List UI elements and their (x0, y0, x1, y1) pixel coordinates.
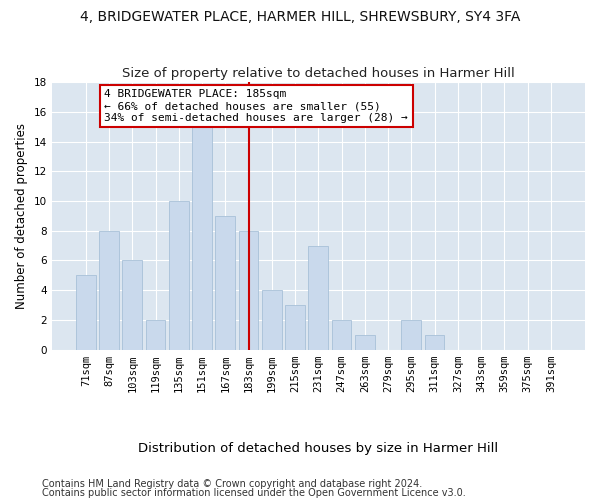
Text: Contains public sector information licensed under the Open Government Licence v3: Contains public sector information licen… (42, 488, 466, 498)
Bar (192, 126, 212, 350)
Bar (262, 290, 282, 350)
Bar (215, 216, 235, 350)
Bar (76, 276, 95, 349)
Bar (332, 320, 352, 350)
Bar (122, 260, 142, 350)
Text: 4 BRIDGEWATER PLACE: 185sqm
← 66% of detached houses are smaller (55)
34% of sem: 4 BRIDGEWATER PLACE: 185sqm ← 66% of det… (104, 90, 408, 122)
Bar (239, 230, 259, 350)
Bar (99, 230, 119, 350)
Bar (401, 320, 421, 350)
Title: Size of property relative to detached houses in Harmer Hill: Size of property relative to detached ho… (122, 66, 515, 80)
Bar (355, 335, 375, 349)
Bar (425, 335, 445, 349)
Text: Contains HM Land Registry data © Crown copyright and database right 2024.: Contains HM Land Registry data © Crown c… (42, 479, 422, 489)
X-axis label: Distribution of detached houses by size in Harmer Hill: Distribution of detached houses by size … (138, 442, 499, 455)
Bar (285, 305, 305, 350)
Text: 4, BRIDGEWATER PLACE, HARMER HILL, SHREWSBURY, SY4 3FA: 4, BRIDGEWATER PLACE, HARMER HILL, SHREW… (80, 10, 520, 24)
Bar (146, 320, 166, 350)
Bar (169, 201, 188, 350)
Y-axis label: Number of detached properties: Number of detached properties (15, 123, 28, 309)
Bar (308, 246, 328, 350)
